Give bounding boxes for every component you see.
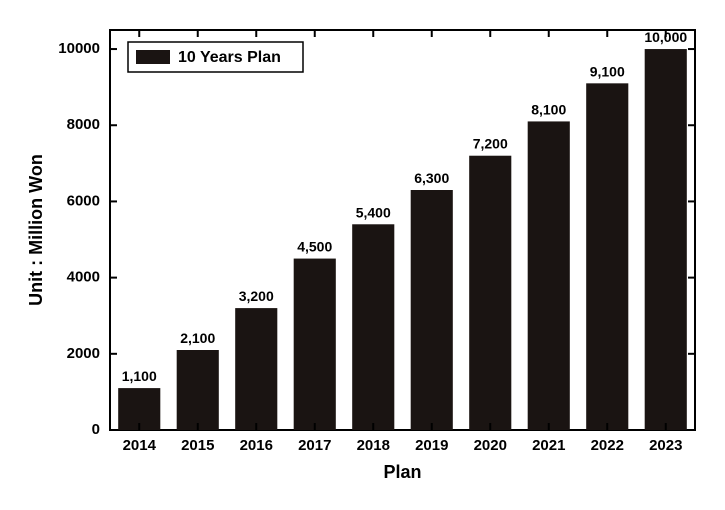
bar-value-label: 6,300 — [414, 170, 449, 186]
bar — [586, 83, 628, 430]
bar-value-label: 5,400 — [356, 204, 391, 220]
y-tick-label: 4000 — [67, 269, 100, 286]
bar-chart-10-years-plan: 0 2000 4000 6000 8000 10000 2014 1,100 2015 2,100… — [0, 0, 725, 510]
x-tick-label: 2019 — [415, 437, 448, 454]
x-tick-label: 2023 — [649, 437, 682, 454]
bar — [469, 156, 511, 430]
bar — [411, 190, 453, 430]
bar-value-label: 4,500 — [297, 239, 332, 255]
bar-value-label: 10,000 — [644, 29, 687, 45]
x-tick-label: 2017 — [298, 437, 331, 454]
x-axis-label: Plan — [383, 462, 421, 482]
bar-value-label: 1,100 — [122, 368, 157, 384]
x-tick-label: 2021 — [532, 437, 565, 454]
bar-value-label: 7,200 — [473, 136, 508, 152]
x-tick-label: 2015 — [181, 437, 214, 454]
y-tick-label: 8000 — [67, 116, 100, 133]
x-tick-label: 2020 — [474, 437, 507, 454]
bar-value-label: 3,200 — [239, 288, 274, 304]
legend-swatch — [136, 50, 170, 64]
y-tick-label: 6000 — [67, 192, 100, 209]
bar — [645, 49, 687, 430]
x-tick-label: 2016 — [240, 437, 273, 454]
legend-label: 10 Years Plan — [178, 49, 281, 66]
bar — [528, 121, 570, 430]
bar — [352, 224, 394, 430]
bar — [294, 259, 336, 430]
x-tick-label: 2022 — [591, 437, 624, 454]
bar-value-label: 2,100 — [180, 330, 215, 346]
y-tick-label: 10000 — [58, 40, 100, 57]
y-tick-label: 2000 — [67, 345, 100, 362]
y-tick-label: 0 — [92, 421, 100, 438]
bar-value-label: 9,100 — [590, 63, 625, 79]
y-axis-label: Unit : Million Won — [26, 154, 46, 306]
x-tick-label: 2014 — [123, 437, 157, 454]
bar — [177, 350, 219, 430]
x-tick-label: 2018 — [357, 437, 390, 454]
bar-value-label: 8,100 — [531, 101, 566, 117]
bar — [235, 308, 277, 430]
